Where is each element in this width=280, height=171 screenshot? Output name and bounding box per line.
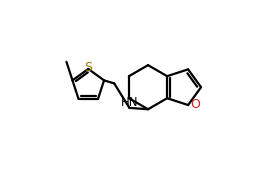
Text: O: O bbox=[190, 98, 200, 111]
Text: S: S bbox=[85, 61, 93, 74]
Text: HN: HN bbox=[121, 96, 139, 109]
